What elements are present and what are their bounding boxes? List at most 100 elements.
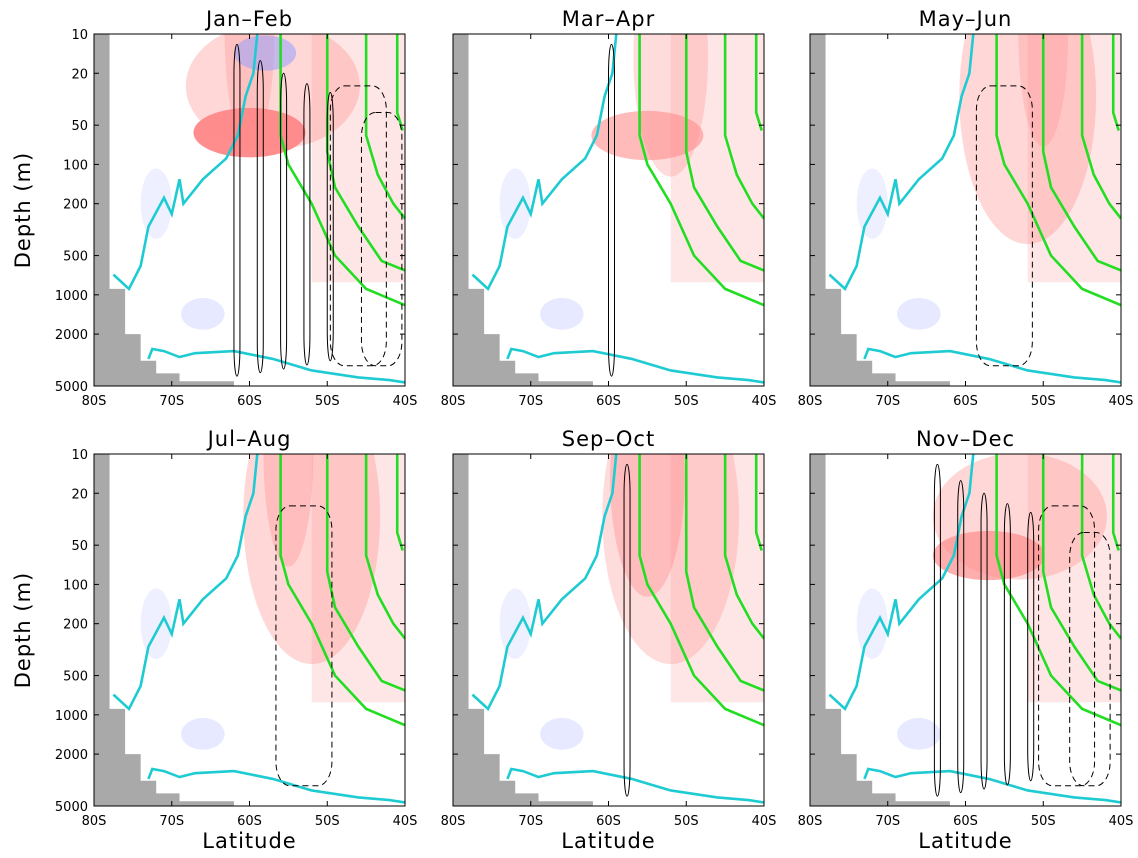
green-isoline-3 bbox=[1080, 454, 1121, 640]
land-mask bbox=[453, 454, 593, 806]
x-tick-label: 70S bbox=[518, 394, 543, 409]
panel-6: 80S 70S 60S 50S 40S Nov–Dec Latitude bbox=[798, 427, 1134, 853]
cyan-deep-line bbox=[863, 767, 1121, 804]
warm-anomaly-1 bbox=[932, 530, 1045, 581]
x-tick-label: 80S bbox=[798, 814, 823, 829]
solid-contour-4 bbox=[303, 83, 311, 366]
solid-contour-4 bbox=[1003, 503, 1011, 786]
green-isoline-2 bbox=[1041, 34, 1121, 272]
plot-area bbox=[453, 454, 764, 806]
cool-anomaly-1 bbox=[856, 588, 888, 659]
y-tick-label: 10 bbox=[71, 28, 88, 43]
y-tick-label: 50 bbox=[71, 119, 88, 134]
y-tick-label: 2000 bbox=[55, 328, 88, 343]
warm-anomaly-3 bbox=[185, 34, 360, 150]
panel-title: May–Jun bbox=[919, 7, 1013, 31]
x-tick-label: 50S bbox=[674, 814, 699, 829]
solid-contour-3 bbox=[980, 492, 988, 790]
plot-area bbox=[810, 454, 1121, 806]
x-tick-label: 80S bbox=[82, 394, 107, 409]
solid-contour-2 bbox=[957, 480, 965, 794]
panel-title: Nov–Dec bbox=[916, 427, 1015, 451]
land-mask bbox=[810, 454, 950, 806]
cyan-deep-line bbox=[506, 347, 764, 384]
x-tick-label: 50S bbox=[674, 394, 699, 409]
cyan-deep-line bbox=[506, 767, 764, 804]
x-tick-label: 80S bbox=[441, 394, 466, 409]
x-tick-label: 80S bbox=[441, 814, 466, 829]
solid-contour-1 bbox=[233, 43, 241, 377]
dashed-contour-1 bbox=[1038, 505, 1096, 787]
cool-anomaly-1 bbox=[499, 588, 531, 659]
warm-anomaly-2 bbox=[633, 34, 709, 177]
cyan-front-line bbox=[112, 34, 259, 291]
cool-anomaly-2 bbox=[140, 168, 172, 239]
y-tick-label: 20 bbox=[71, 67, 88, 82]
green-isoline-1 bbox=[638, 34, 764, 307]
dashed-contour-1 bbox=[975, 85, 1033, 367]
green-isoline-2 bbox=[684, 34, 764, 272]
green-isoline-4 bbox=[754, 454, 763, 551]
x-axis-label: Latitude bbox=[202, 829, 296, 853]
y-tick-label: 1000 bbox=[55, 709, 88, 724]
cool-anomaly-deep bbox=[181, 298, 225, 330]
green-isoline-1 bbox=[638, 454, 764, 727]
green-isoline-3 bbox=[364, 34, 405, 220]
green-isoline-2 bbox=[684, 454, 764, 692]
cyan-front-line bbox=[112, 454, 259, 711]
warm-anomaly-1 bbox=[591, 110, 704, 161]
cyan-front-line bbox=[828, 454, 975, 711]
panel-title: Mar–Apr bbox=[562, 7, 655, 31]
green-isoline-3 bbox=[723, 34, 764, 220]
y-tick-label: 500 bbox=[63, 670, 88, 685]
x-tick-label: 70S bbox=[875, 394, 900, 409]
panel-title: Jan–Feb bbox=[204, 7, 293, 31]
x-tick-label: 50S bbox=[1031, 394, 1056, 409]
y-tick-label: 200 bbox=[63, 618, 88, 633]
cool-anomaly-deep bbox=[897, 298, 941, 330]
x-tick-label: 80S bbox=[82, 814, 107, 829]
x-tick-label: 70S bbox=[159, 814, 184, 829]
cool-anomaly-1 bbox=[140, 588, 172, 659]
plot-area bbox=[94, 454, 405, 806]
green-isoline-2 bbox=[325, 454, 405, 692]
x-tick-label: 70S bbox=[518, 814, 543, 829]
y-axis-label: Depth (m) bbox=[11, 572, 35, 688]
green-isoline-2 bbox=[1041, 454, 1121, 692]
land-mask bbox=[453, 34, 593, 386]
warm-column bbox=[311, 34, 405, 283]
green-isoline-4 bbox=[1111, 454, 1120, 551]
solid-contour-3 bbox=[280, 72, 288, 370]
panel-4: 80S 70S 60S 50S 40S 10 20 50 100 200 500 1000 2000 50… bbox=[11, 427, 418, 853]
warm-anomaly-1 bbox=[243, 454, 381, 665]
dashed-contour-1 bbox=[329, 85, 387, 367]
green-isoline-4 bbox=[395, 454, 404, 551]
x-tick-label: 60S bbox=[953, 394, 978, 409]
warm-column bbox=[1027, 454, 1121, 703]
y-tick-label: 100 bbox=[63, 158, 88, 173]
warm-column bbox=[311, 454, 405, 703]
y-axis-label: Depth (m) bbox=[11, 152, 35, 268]
x-tick-label: 40S bbox=[393, 814, 418, 829]
y-tick-label: 1000 bbox=[55, 289, 88, 304]
y-tick-label: 20 bbox=[71, 487, 88, 502]
cool-anomaly-1 bbox=[233, 35, 297, 71]
solid-contour-5 bbox=[1027, 511, 1035, 782]
x-tick-label: 40S bbox=[752, 814, 777, 829]
cool-anomaly-deep bbox=[181, 718, 225, 750]
land-mask bbox=[94, 454, 234, 806]
cool-anomaly-deep bbox=[897, 718, 941, 750]
green-isoline-1 bbox=[995, 34, 1121, 307]
warm-anomaly-2 bbox=[932, 454, 1107, 580]
cyan-front-line bbox=[471, 454, 618, 711]
y-tick-label: 10 bbox=[71, 448, 88, 463]
x-tick-label: 70S bbox=[875, 814, 900, 829]
y-tick-label: 2000 bbox=[55, 748, 88, 763]
x-tick-label: 60S bbox=[596, 814, 621, 829]
solid-contour-1 bbox=[623, 463, 631, 797]
warm-column bbox=[1027, 34, 1121, 283]
cyan-front-line bbox=[471, 34, 618, 291]
warm-column bbox=[670, 34, 764, 283]
cyan-deep-line bbox=[863, 347, 1121, 384]
